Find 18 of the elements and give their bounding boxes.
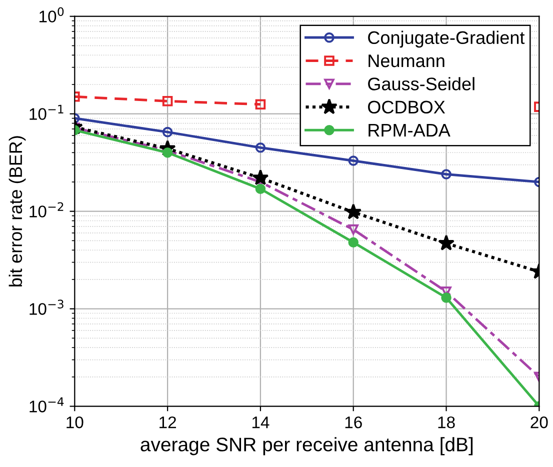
y-tick-label: 10$^{−4}$	[30, 397, 64, 412]
legend-label: Conjugate-Gradient	[368, 30, 525, 48]
y-tick-label: 10$^{0}$	[40, 7, 64, 22]
x-tick-label: 14	[252, 416, 270, 428]
y-tick-label: 10$^{−3}$	[30, 300, 64, 315]
y-axis-title: bit error rate (BER)	[8, 136, 26, 286]
legend-label: Neumann	[368, 54, 444, 68]
y-tick-label: 10$^{−1}$	[30, 104, 64, 120]
x-tick-label: 16	[345, 416, 362, 428]
x-tick-label: 12	[160, 416, 176, 428]
x-tick-label: 18	[438, 416, 455, 428]
y-tick-label: 10$^{−2}$	[30, 202, 64, 218]
x-tick-label: 10	[66, 416, 84, 428]
legend-label: RPM-ADA	[368, 124, 450, 136]
x-axis-title: average SNR per receive antenna [dB]	[140, 437, 473, 456]
legend-label: OCDBOX	[368, 100, 446, 114]
legend-label: Gauss-Seidel	[368, 77, 474, 90]
x-tick-label: 20	[530, 416, 548, 428]
